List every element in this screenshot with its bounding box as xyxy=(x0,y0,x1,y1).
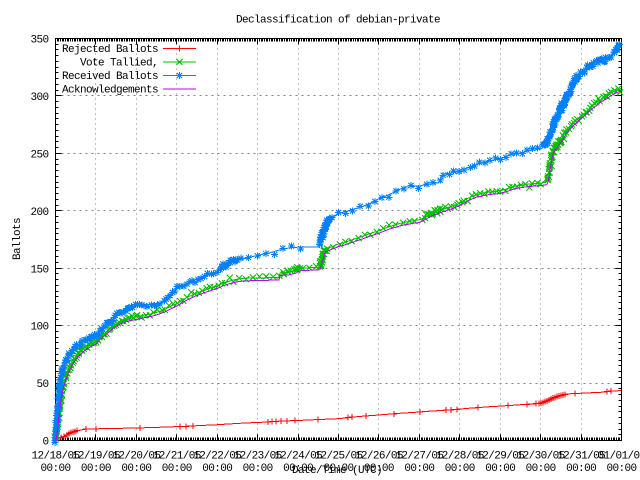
svg-text:00:00: 00:00 xyxy=(606,463,636,475)
svg-text:Declassification of debian-pri: Declassification of debian-private xyxy=(236,15,440,27)
svg-text:12/23/05: 12/23/05 xyxy=(234,451,282,463)
svg-text:200: 200 xyxy=(30,207,48,219)
svg-text:12/31/05: 12/31/05 xyxy=(557,451,605,463)
svg-text:00:00: 00:00 xyxy=(121,463,151,475)
svg-text:00:00: 00:00 xyxy=(566,463,596,475)
svg-text:12/24/05: 12/24/05 xyxy=(274,451,322,463)
svg-text:00:00: 00:00 xyxy=(323,463,353,475)
svg-text:Rejected Ballots: Rejected Ballots xyxy=(62,44,158,56)
svg-text:00:00: 00:00 xyxy=(202,463,232,475)
svg-text:00:00: 00:00 xyxy=(485,463,515,475)
svg-text:12/22/05: 12/22/05 xyxy=(193,451,241,463)
svg-text:250: 250 xyxy=(30,150,48,162)
svg-text:12/30/05: 12/30/05 xyxy=(517,451,565,463)
svg-text:0: 0 xyxy=(42,437,48,449)
svg-text:00:00: 00:00 xyxy=(40,463,70,475)
svg-text:Acknowledgements: Acknowledgements xyxy=(62,85,158,97)
svg-text:350: 350 xyxy=(30,35,48,47)
svg-text:Date/Time (UTC): Date/Time (UTC) xyxy=(292,465,382,477)
svg-text:01/01/06: 01/01/06 xyxy=(597,451,640,463)
svg-text:00:00: 00:00 xyxy=(526,463,556,475)
svg-text:Received Ballots: Received Ballots xyxy=(62,71,158,83)
svg-text:00:00: 00:00 xyxy=(283,463,313,475)
svg-text:150: 150 xyxy=(30,264,48,276)
svg-text:12/28/05: 12/28/05 xyxy=(436,451,484,463)
svg-text:12/21/05: 12/21/05 xyxy=(153,451,201,463)
svg-text:Ballots: Ballots xyxy=(12,218,24,260)
svg-text:Vote Tallied,: Vote Tallied, xyxy=(80,58,158,70)
svg-text:50: 50 xyxy=(36,379,48,391)
svg-text:12/27/05: 12/27/05 xyxy=(395,451,443,463)
svg-text:12/25/05: 12/25/05 xyxy=(314,451,362,463)
svg-text:00:00: 00:00 xyxy=(243,463,273,475)
svg-text:12/29/05: 12/29/05 xyxy=(476,451,524,463)
svg-text:00:00: 00:00 xyxy=(364,463,394,475)
svg-text:00:00: 00:00 xyxy=(445,463,475,475)
svg-text:12/19/05: 12/19/05 xyxy=(72,451,120,463)
svg-text:00:00: 00:00 xyxy=(404,463,434,475)
svg-text:00:00: 00:00 xyxy=(162,463,192,475)
svg-text:12/26/05: 12/26/05 xyxy=(355,451,403,463)
svg-text:12/18/05: 12/18/05 xyxy=(31,451,79,463)
svg-text:00:00: 00:00 xyxy=(81,463,111,475)
svg-text:12/20/05: 12/20/05 xyxy=(112,451,160,463)
svg-text:100: 100 xyxy=(30,322,48,334)
svg-text:300: 300 xyxy=(30,92,48,104)
